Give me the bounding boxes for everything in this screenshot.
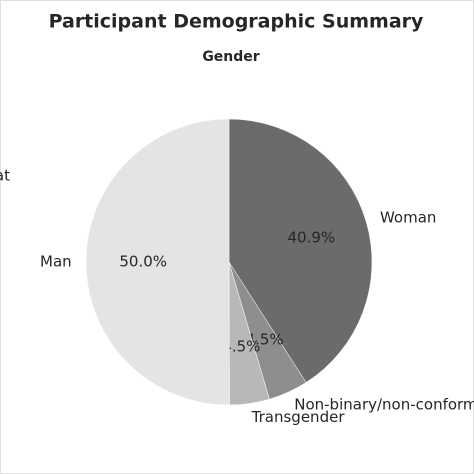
value-label: 50.0% — [119, 253, 167, 271]
value-label: 4.5% — [222, 337, 260, 355]
pie-slice — [228, 118, 373, 383]
slice-label: Woman — [380, 208, 436, 226]
pie-slice — [85, 118, 230, 406]
slice-label: Transgender — [251, 408, 346, 426]
value-label: 40.9% — [288, 228, 336, 246]
chart-title: Participant Demographic Summary — [49, 11, 424, 33]
slice-label: Non-binary/non-conform — [294, 396, 474, 414]
slice-label: Man — [40, 253, 72, 271]
value-label: 4.5% — [246, 331, 284, 349]
annotation: at — [0, 167, 10, 185]
chart-subtitle: Gender — [202, 49, 259, 65]
